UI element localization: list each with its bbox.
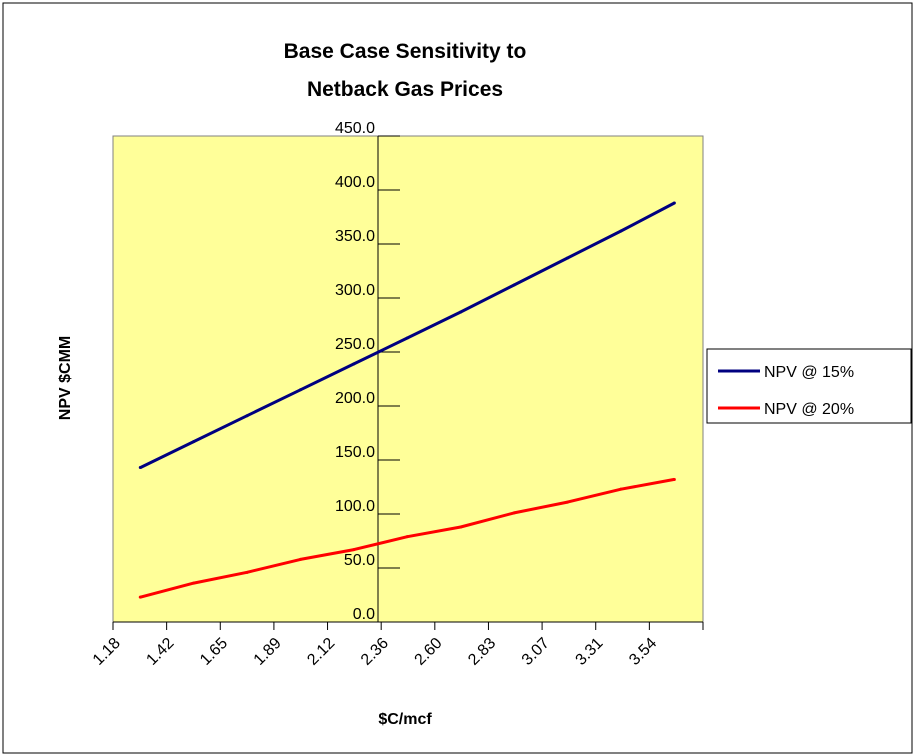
data-point xyxy=(459,310,463,314)
data-point xyxy=(299,388,302,392)
data-point xyxy=(138,466,142,470)
plot-area xyxy=(112,135,704,623)
data-point xyxy=(405,336,409,340)
y-tick-label: 350.0 xyxy=(335,228,375,245)
data-point xyxy=(138,595,142,599)
legend-label-npv-15: NPV @ 15% xyxy=(764,364,854,381)
data-point xyxy=(566,256,570,260)
y-tick-label: 300.0 xyxy=(335,282,375,299)
y-tick-label: 50.0 xyxy=(344,552,375,569)
legend-label-npv-20: NPV @ 20% xyxy=(764,401,854,418)
y-axis-label: NPV $CMM xyxy=(57,336,74,420)
data-point xyxy=(672,477,676,481)
y-tick-label: 200.0 xyxy=(335,390,375,407)
data-point xyxy=(619,229,623,233)
legend: NPV @ 15% NPV @ 20% xyxy=(706,348,912,424)
data-point xyxy=(619,487,623,491)
legend-box xyxy=(706,348,912,424)
chart-title-line-1: Base Case Sensitivity to xyxy=(284,40,527,63)
data-point xyxy=(299,557,302,561)
y-tick-label: 450.0 xyxy=(335,120,375,137)
data-point xyxy=(352,362,356,366)
data-point xyxy=(405,535,409,539)
y-tick-label: 250.0 xyxy=(335,336,375,353)
y-axis: 0.0 50.0 100.0 150.0 200.0 250.0 300.0 350.0 400… xyxy=(335,120,400,623)
x-axis-label: $C/mcf xyxy=(378,711,432,728)
data-point xyxy=(459,525,463,529)
data-point xyxy=(192,440,196,444)
data-point xyxy=(566,500,570,504)
data-point xyxy=(245,414,249,418)
data-point xyxy=(672,201,676,205)
y-tick-label: 150.0 xyxy=(335,444,375,461)
data-point xyxy=(352,548,356,552)
data-point xyxy=(512,283,516,287)
data-point xyxy=(192,581,196,585)
data-point xyxy=(512,511,516,515)
y-tick-label: 0.0 xyxy=(353,606,375,623)
data-point xyxy=(245,570,249,574)
series-layer xyxy=(138,201,676,599)
y-tick-label: 400.0 xyxy=(335,174,375,191)
y-tick-label: 100.0 xyxy=(335,498,375,515)
chart-title-line-2: Netback Gas Prices xyxy=(307,78,503,101)
